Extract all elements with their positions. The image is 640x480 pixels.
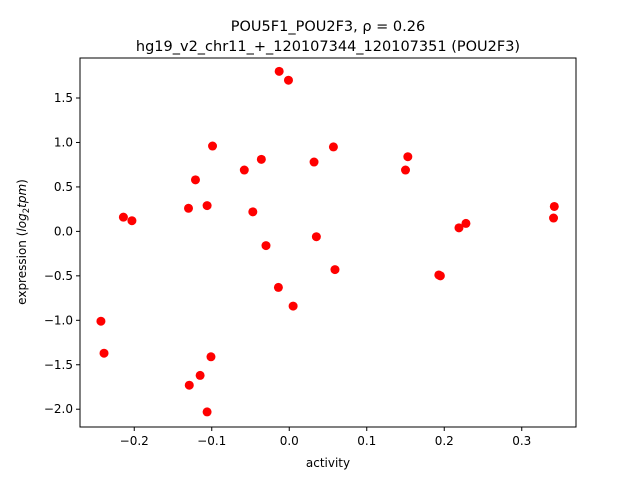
y-axis-label-suffix: ) — [15, 179, 29, 184]
chart-title-line2: hg19_v2_chr11_+_120107344_120107351 (POU… — [136, 39, 520, 55]
data-points — [96, 66, 559, 417]
plot-frame — [79, 57, 577, 428]
data-point-28 — [206, 352, 216, 362]
data-point-12 — [184, 203, 193, 213]
y-tick-label-6: 1.0 — [54, 135, 73, 149]
data-point-7 — [239, 165, 249, 175]
data-point-27 — [99, 348, 109, 358]
y-axis-ticks: −2.0 −1.5 −1.0 −0.5 0.0 0.5 1.0 1.5 — [44, 91, 80, 416]
x-axis-ticks: −0.2 −0.1 0.0 0.1 0.2 0.3 — [120, 427, 531, 448]
y-axis-label: expression (log2tpm) — [15, 179, 32, 305]
data-point-16 — [127, 216, 137, 226]
plot-area — [80, 58, 576, 427]
y-tick-label-5: 0.5 — [54, 180, 73, 194]
y-tick-label-3: −0.5 — [44, 269, 73, 283]
y-axis-label-math: log — [15, 213, 29, 232]
data-point-2 — [208, 141, 218, 151]
data-point-10 — [202, 201, 212, 211]
data-point-17 — [461, 218, 471, 228]
y-tick-label-0: −2.0 — [44, 402, 73, 416]
data-point-1 — [283, 75, 293, 85]
x-tick-label-1: −0.1 — [197, 434, 226, 448]
x-tick-label-0: −0.2 — [120, 434, 149, 448]
data-point-0 — [274, 66, 284, 76]
data-point-9 — [190, 175, 200, 185]
data-point-14 — [118, 212, 128, 222]
data-point-24 — [273, 282, 283, 292]
x-axis-label: activity — [306, 456, 350, 470]
data-point-26 — [96, 316, 106, 326]
x-tick-label-2: 0.0 — [280, 434, 299, 448]
data-point-20 — [261, 241, 271, 251]
y-tick-label-4: 0.0 — [54, 224, 73, 238]
x-tick-label-3: 0.1 — [357, 434, 376, 448]
data-point-18 — [454, 223, 464, 233]
data-point-8 — [401, 165, 410, 175]
data-point-15 — [549, 213, 559, 223]
data-point-11 — [549, 201, 559, 211]
data-point-4 — [403, 152, 413, 162]
x-tick-label-5: 0.3 — [512, 434, 531, 448]
data-point-30 — [184, 380, 194, 390]
data-point-13 — [248, 207, 258, 217]
data-point-6 — [309, 157, 319, 167]
data-point-31 — [202, 407, 212, 417]
y-axis-label-math2: tpm — [15, 184, 29, 208]
y-tick-label-2: −1.0 — [44, 313, 73, 327]
y-axis-label-prefix: expression ( — [15, 232, 29, 305]
data-point-21 — [330, 265, 340, 275]
y-tick-label-7: 1.5 — [54, 91, 73, 105]
chart-title-line1: POU5F1_POU2F3, ρ = 0.26 — [231, 19, 425, 35]
data-point-29 — [195, 370, 205, 380]
data-point-5 — [256, 154, 266, 164]
data-point-23 — [435, 271, 445, 281]
data-point-19 — [311, 232, 321, 242]
data-point-3 — [328, 142, 338, 152]
x-tick-label-4: 0.2 — [435, 434, 454, 448]
data-point-25 — [288, 301, 298, 311]
y-tick-label-1: −1.5 — [44, 358, 73, 372]
y-axis-label-subscript: 2 — [22, 208, 32, 213]
